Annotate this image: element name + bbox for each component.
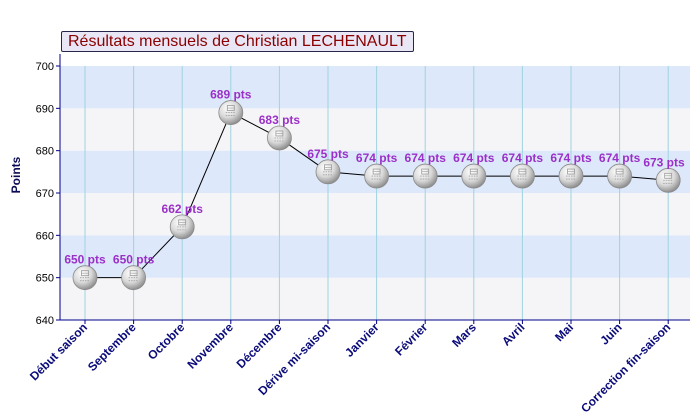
x-tick-label: Février	[392, 320, 430, 358]
y-tick-label: 690	[36, 103, 54, 115]
data-label: 675 pts	[307, 147, 349, 161]
data-label: 650 pts	[113, 253, 155, 267]
plot-band	[60, 235, 690, 278]
x-tick-label: Mai	[552, 320, 576, 344]
y-axis-label: Points	[9, 156, 23, 194]
x-tick-label: Avril	[499, 320, 527, 348]
ping-pong-ball-icon	[169, 214, 195, 240]
ping-pong-ball-icon	[266, 125, 292, 151]
ping-pong-ball-icon	[412, 163, 438, 189]
y-tick-label: 640	[36, 315, 54, 327]
data-label: 689 pts	[210, 88, 252, 102]
x-tick-label: Septembre	[85, 320, 139, 374]
data-label: 674 pts	[599, 151, 641, 165]
y-tick-label: 660	[36, 230, 54, 242]
data-label: 673 pts	[643, 155, 685, 169]
x-tick-label: Juin	[597, 320, 624, 347]
y-tick-label: 700	[36, 61, 54, 73]
data-label: 674 pts	[550, 151, 592, 165]
ping-pong-ball-icon	[655, 167, 681, 193]
x-tick-label: Mars	[449, 320, 479, 350]
ping-pong-ball-icon	[121, 265, 147, 291]
x-tick-label: Novembre	[185, 320, 237, 372]
plot-band	[60, 193, 690, 236]
plot-band	[60, 66, 690, 109]
data-label: 674 pts	[453, 151, 495, 165]
chart-title: Résultats mensuels de Christian LECHENAU…	[61, 31, 414, 52]
data-label: 674 pts	[502, 151, 544, 165]
ping-pong-ball-icon	[607, 163, 632, 189]
data-label: 674 pts	[356, 151, 398, 165]
x-tick-label: Octobre	[145, 320, 188, 363]
plot-band	[60, 277, 690, 320]
ping-pong-ball-icon	[218, 100, 244, 125]
ping-pong-ball-icon	[72, 265, 98, 291]
data-label: 662 pts	[162, 202, 204, 216]
y-tick-label: 670	[36, 188, 54, 200]
ping-pong-ball-icon	[510, 163, 535, 189]
ping-pong-ball-icon	[315, 159, 341, 185]
ping-pong-ball-icon	[364, 163, 390, 189]
x-tick-label: Début saison	[27, 320, 90, 383]
x-tick-label: Janvier	[342, 320, 382, 360]
y-tick-label: 680	[36, 146, 54, 158]
y-tick-label: 650	[36, 273, 54, 285]
ping-pong-ball-icon	[461, 163, 487, 189]
x-tick-label: Décembre	[234, 320, 285, 371]
data-label: 674 pts	[405, 151, 447, 165]
x-tick-label: Correction fin-saison	[578, 320, 673, 415]
plot-band	[60, 108, 690, 151]
data-label: 650 pts	[64, 253, 106, 267]
data-label: 683 pts	[259, 113, 301, 127]
ping-pong-ball-icon	[558, 163, 584, 189]
